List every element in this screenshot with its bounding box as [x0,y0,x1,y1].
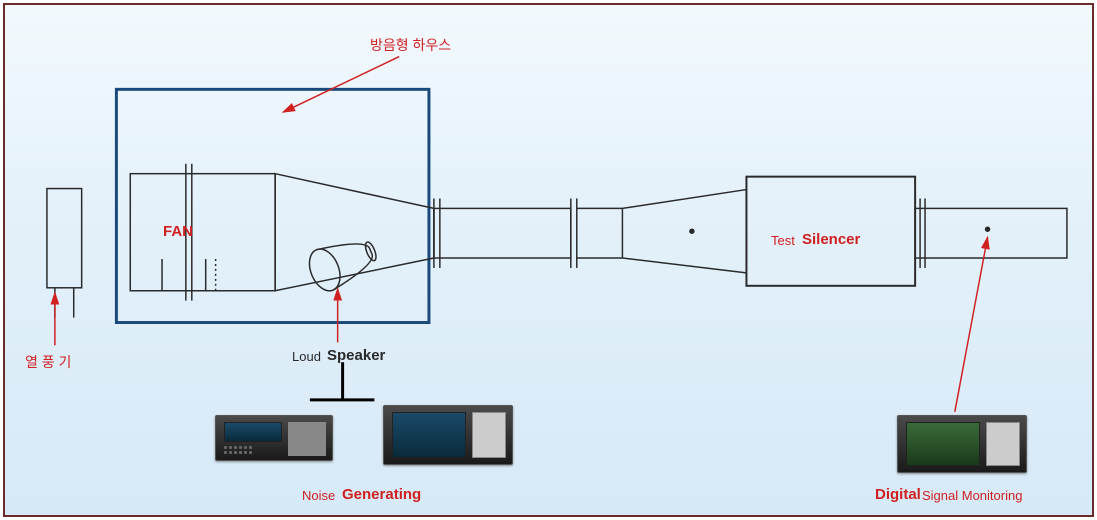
loud-speaker-label: Speaker [327,347,385,364]
noise-generating-label: Generating [342,486,421,503]
soundproof-house [116,89,429,322]
diagram-frame: 방음형 하우스 FAN Test Silencer 열 풍 기 Loud Spe… [3,3,1094,517]
fan-label: FAN [163,223,193,240]
analyzer-device [383,405,513,465]
monitor-arrow [955,237,988,412]
t-connector [310,362,374,400]
digital-label: Digital [875,486,921,503]
heater-label: 열 풍 기 [25,352,71,372]
signal-monitor-device [897,415,1027,473]
house-label: 방음형 하우스 [370,35,451,55]
noise-label-pre: Noise [302,488,335,503]
noise-generator-device [215,415,333,461]
loudspeaker-icon [304,230,383,296]
duct [130,164,1067,301]
loud-label-pre: Loud [292,349,321,364]
test-silencer-label: Silencer [802,231,860,248]
house-arrow [283,57,399,113]
digital-label-post: Signal Monitoring [922,488,1022,503]
test-label-pre: Test [771,233,795,248]
heater [47,189,82,318]
